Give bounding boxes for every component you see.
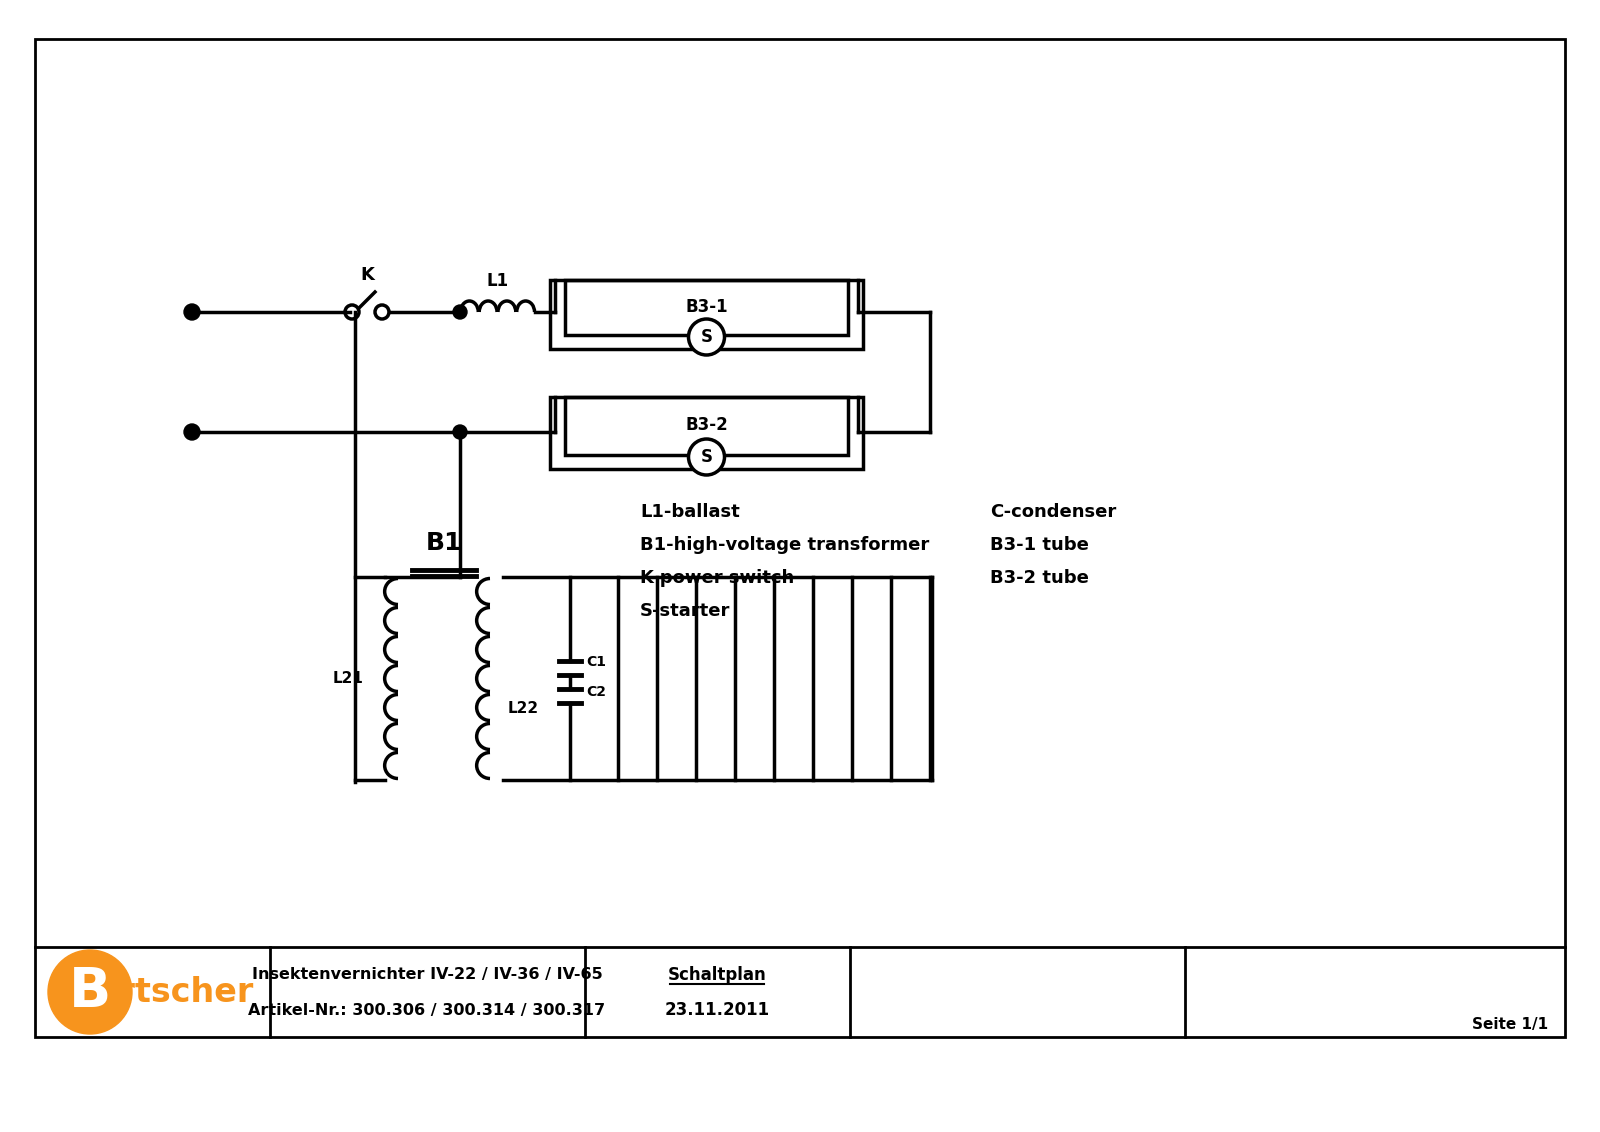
Text: C2: C2 bbox=[586, 685, 606, 698]
Text: K: K bbox=[360, 266, 374, 284]
Text: S-starter: S-starter bbox=[640, 602, 730, 620]
Circle shape bbox=[184, 305, 200, 320]
Text: C1: C1 bbox=[586, 654, 606, 669]
Bar bbox=[550, 397, 862, 469]
Bar bbox=[565, 397, 848, 455]
Text: B1: B1 bbox=[426, 531, 462, 555]
Text: B: B bbox=[69, 964, 110, 1019]
Circle shape bbox=[453, 424, 467, 439]
Text: B3-1 tube: B3-1 tube bbox=[990, 535, 1090, 554]
Text: L22: L22 bbox=[509, 701, 539, 717]
Text: S: S bbox=[701, 328, 712, 346]
Text: Schaltplan: Schaltplan bbox=[667, 966, 766, 984]
Bar bbox=[565, 280, 848, 335]
Text: L1-ballast: L1-ballast bbox=[640, 503, 739, 521]
Circle shape bbox=[688, 319, 725, 355]
Text: 23.11.2011: 23.11.2011 bbox=[664, 1001, 770, 1019]
Bar bbox=[550, 280, 862, 349]
Text: S: S bbox=[701, 448, 712, 466]
Text: B3-2: B3-2 bbox=[685, 415, 728, 434]
Text: B3-2 tube: B3-2 tube bbox=[990, 569, 1090, 588]
Text: B3-1: B3-1 bbox=[685, 298, 728, 316]
Circle shape bbox=[453, 305, 467, 319]
Bar bbox=[35, 38, 1565, 1037]
Text: Insektenvernichter IV-22 / IV-36 / IV-65: Insektenvernichter IV-22 / IV-36 / IV-65 bbox=[251, 968, 602, 983]
Circle shape bbox=[48, 950, 131, 1034]
Text: Artikel-Nr.: 300.306 / 300.314 / 300.317: Artikel-Nr.: 300.306 / 300.314 / 300.317 bbox=[248, 1003, 605, 1018]
Text: Seite 1/1: Seite 1/1 bbox=[1472, 1017, 1549, 1031]
Text: K-power switch: K-power switch bbox=[640, 569, 794, 588]
Text: artscher: artscher bbox=[96, 976, 254, 1009]
Text: B1-high-voltage transformer: B1-high-voltage transformer bbox=[640, 535, 930, 554]
Text: L1: L1 bbox=[486, 272, 509, 290]
Circle shape bbox=[184, 424, 200, 440]
Circle shape bbox=[688, 439, 725, 475]
Text: C-condenser: C-condenser bbox=[990, 503, 1117, 521]
Text: L21: L21 bbox=[333, 671, 363, 686]
